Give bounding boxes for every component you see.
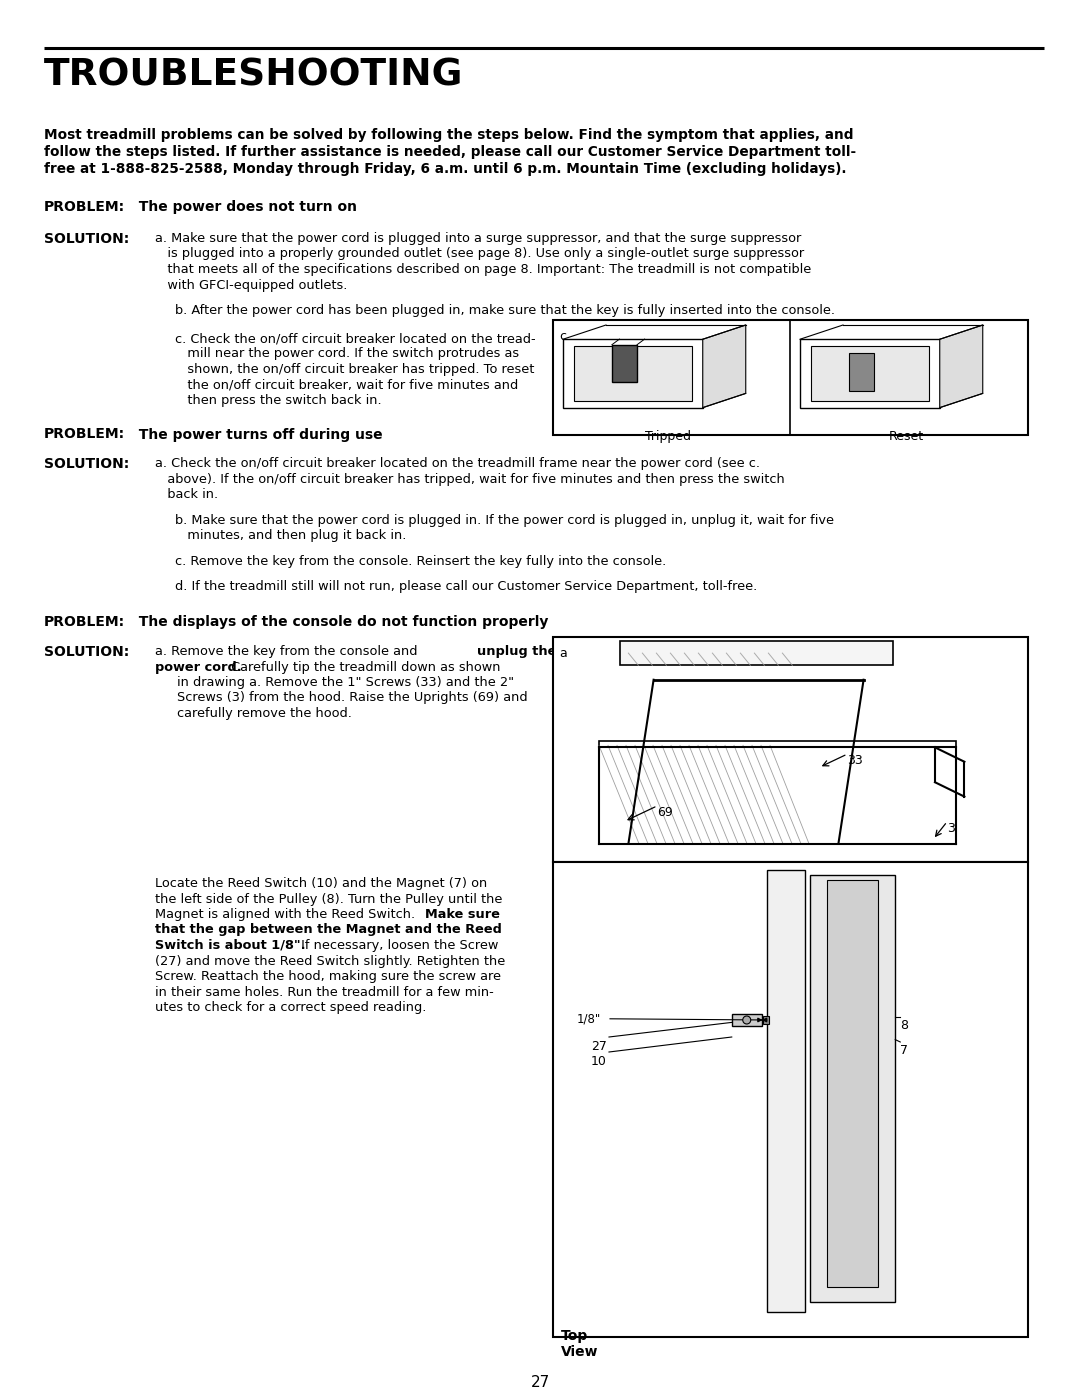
Bar bbox=[612, 345, 637, 383]
Bar bbox=[553, 637, 1028, 862]
Text: d. If the treadmill still will not run, please call our Customer Service Departm: d. If the treadmill still will not run, … bbox=[175, 580, 757, 592]
Bar bbox=[810, 875, 895, 1302]
Text: The power does not turn on: The power does not turn on bbox=[129, 200, 357, 214]
Text: a: a bbox=[559, 647, 567, 659]
Text: Screw. Reattach the hood, making sure the screw are: Screw. Reattach the hood, making sure th… bbox=[156, 970, 501, 983]
Text: PROBLEM:: PROBLEM: bbox=[44, 200, 125, 214]
Text: a. Make sure that the power cord is plugged into a surge suppressor, and that th: a. Make sure that the power cord is plug… bbox=[156, 232, 801, 244]
Polygon shape bbox=[703, 326, 746, 408]
Text: c. Remove the key from the console. Reinsert the key fully into the console.: c. Remove the key from the console. Rein… bbox=[175, 555, 666, 569]
Bar bbox=[800, 339, 940, 408]
Text: PROBLEM:: PROBLEM: bbox=[44, 615, 125, 629]
Text: then press the switch back in.: then press the switch back in. bbox=[175, 394, 381, 407]
Text: minutes, and then plug it back in.: minutes, and then plug it back in. bbox=[175, 529, 406, 542]
Text: Top
View: Top View bbox=[561, 1329, 598, 1359]
Text: Carefully tip the treadmill down as shown: Carefully tip the treadmill down as show… bbox=[227, 661, 500, 673]
Text: Switch is about 1/8".: Switch is about 1/8". bbox=[156, 939, 306, 951]
Text: a. Check the on/off circuit breaker located on the treadmill frame near the powe: a. Check the on/off circuit breaker loca… bbox=[156, 457, 760, 471]
Bar bbox=[849, 353, 874, 391]
Circle shape bbox=[743, 1016, 751, 1024]
Bar bbox=[811, 346, 929, 401]
Text: above). If the on/off circuit breaker has tripped, wait for five minutes and the: above). If the on/off circuit breaker ha… bbox=[156, 474, 785, 486]
Text: back in.: back in. bbox=[156, 489, 218, 502]
Bar bbox=[762, 1017, 769, 1024]
Text: Tripped: Tripped bbox=[645, 430, 691, 443]
Text: Reset: Reset bbox=[889, 430, 924, 443]
Text: Magnet is aligned with the Reed Switch.: Magnet is aligned with the Reed Switch. bbox=[156, 908, 419, 921]
Bar bbox=[732, 1014, 761, 1025]
Text: 1/8": 1/8" bbox=[577, 1011, 600, 1025]
Text: TROUBLESHOOTING: TROUBLESHOOTING bbox=[44, 59, 463, 94]
Text: Screws (3) from the hood. Raise the Uprights (69) and: Screws (3) from the hood. Raise the Upri… bbox=[177, 692, 528, 704]
Text: carefully remove the hood.: carefully remove the hood. bbox=[177, 707, 352, 719]
Text: If necessary, loosen the Screw: If necessary, loosen the Screw bbox=[297, 939, 498, 951]
Text: the on/off circuit breaker, wait for five minutes and: the on/off circuit breaker, wait for fiv… bbox=[175, 379, 518, 391]
Text: b. Make sure that the power cord is plugged in. If the power cord is plugged in,: b. Make sure that the power cord is plug… bbox=[175, 514, 834, 527]
Text: 69: 69 bbox=[658, 806, 673, 819]
Text: 27: 27 bbox=[530, 1375, 550, 1390]
Text: b. After the power cord has been plugged in, make sure that the key is fully ins: b. After the power cord has been plugged… bbox=[175, 305, 835, 317]
Text: with GFCI-equipped outlets.: with GFCI-equipped outlets. bbox=[156, 278, 348, 292]
Bar bbox=[563, 339, 703, 408]
Bar bbox=[575, 346, 691, 401]
Text: Most treadmill problems can be solved by following the steps below. Find the sym: Most treadmill problems can be solved by… bbox=[44, 129, 853, 142]
Bar bbox=[767, 870, 805, 1312]
Text: in their same holes. Run the treadmill for a few min-: in their same holes. Run the treadmill f… bbox=[156, 985, 494, 999]
Text: utes to check for a correct speed reading.: utes to check for a correct speed readin… bbox=[156, 1002, 427, 1014]
Bar bbox=[827, 880, 878, 1287]
Text: SOLUTION:: SOLUTION: bbox=[44, 457, 130, 472]
Text: mill near the power cord. If the switch protrudes as: mill near the power cord. If the switch … bbox=[175, 348, 519, 360]
Bar bbox=[553, 320, 1028, 434]
Text: SOLUTION:: SOLUTION: bbox=[44, 232, 130, 246]
Text: unplug the: unplug the bbox=[477, 645, 556, 658]
Text: shown, the on/off circuit breaker has tripped. To reset: shown, the on/off circuit breaker has tr… bbox=[175, 363, 535, 376]
Text: that meets all of the specifications described on page 8. Important: The treadmi: that meets all of the specifications des… bbox=[156, 263, 811, 277]
Text: free at 1-888-825-2588, Monday through Friday, 6 a.m. until 6 p.m. Mountain Time: free at 1-888-825-2588, Monday through F… bbox=[44, 162, 847, 176]
Text: power cord.: power cord. bbox=[156, 661, 242, 673]
Text: follow the steps listed. If further assistance is needed, please call our Custom: follow the steps listed. If further assi… bbox=[44, 145, 856, 159]
Text: Locate the Reed Switch (10) and the Magnet (7) on: Locate the Reed Switch (10) and the Magn… bbox=[156, 877, 487, 890]
Text: a. Remove the key from the console and: a. Remove the key from the console and bbox=[156, 645, 421, 658]
Text: 3: 3 bbox=[947, 821, 955, 834]
Bar bbox=[599, 742, 956, 844]
Text: in drawing a. Remove the 1" Screws (33) and the 2": in drawing a. Remove the 1" Screws (33) … bbox=[177, 676, 514, 689]
Text: 8: 8 bbox=[901, 1018, 908, 1032]
Text: the left side of the Pulley (8). Turn the Pulley until the: the left side of the Pulley (8). Turn th… bbox=[156, 893, 502, 905]
Polygon shape bbox=[940, 326, 983, 408]
Text: c: c bbox=[559, 330, 566, 344]
Text: 33: 33 bbox=[848, 754, 863, 767]
Text: (27) and move the Reed Switch slightly. Retighten the: (27) and move the Reed Switch slightly. … bbox=[156, 954, 505, 968]
Text: The power turns off during use: The power turns off during use bbox=[129, 427, 382, 441]
Text: 10: 10 bbox=[591, 1055, 607, 1067]
Text: that the gap between the Magnet and the Reed: that the gap between the Magnet and the … bbox=[156, 923, 502, 936]
Bar bbox=[553, 862, 1028, 1337]
Text: 27: 27 bbox=[591, 1039, 607, 1053]
Text: 7: 7 bbox=[901, 1044, 908, 1058]
Text: The displays of the console do not function properly: The displays of the console do not funct… bbox=[129, 615, 549, 629]
Text: Make sure: Make sure bbox=[426, 908, 500, 921]
Text: PROBLEM:: PROBLEM: bbox=[44, 427, 125, 441]
Bar bbox=[620, 641, 893, 665]
Text: SOLUTION:: SOLUTION: bbox=[44, 645, 130, 659]
Text: is plugged into a properly grounded outlet (see page 8). Use only a single-outle: is plugged into a properly grounded outl… bbox=[156, 247, 805, 260]
Text: c. Check the on/off circuit breaker located on the tread-: c. Check the on/off circuit breaker loca… bbox=[175, 332, 536, 345]
